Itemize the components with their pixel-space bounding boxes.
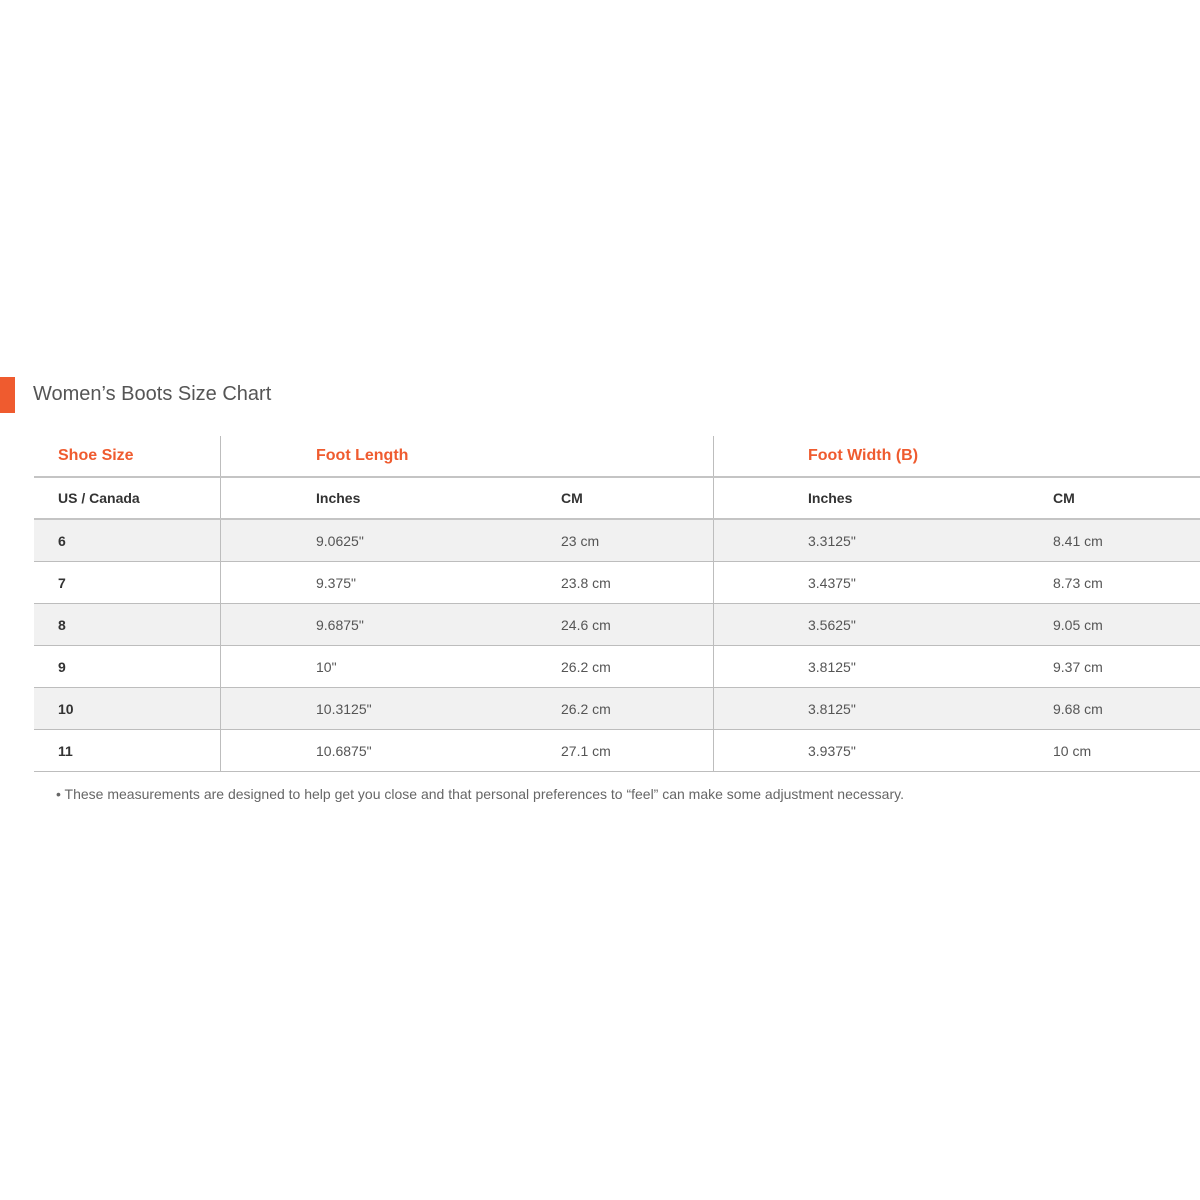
- cell-length-cm: 26.2 cm: [537, 688, 714, 729]
- header-foot-width: Foot Width (B): [808, 447, 919, 464]
- cell-width-cm: 8.73 cm: [1053, 574, 1103, 591]
- cell-size: 11: [34, 730, 221, 771]
- title-accent-bar: [0, 377, 15, 413]
- cell-length-inches: 9.6875": [316, 616, 364, 633]
- cell-width-cm: 9.68 cm: [1053, 700, 1103, 717]
- size-chart-table: Shoe Size Foot Length Foot Width (B) US …: [34, 436, 1200, 772]
- cell-length-inches: 9.0625": [316, 532, 364, 549]
- footnote: • These measurements are designed to hel…: [56, 786, 904, 802]
- subheader-width-inches: Inches: [808, 490, 853, 506]
- subheader-row: US / Canada Inches CM Inches CM: [34, 478, 1200, 520]
- table-row: 7 9.375" 23.8 cm 3.4375" 8.73 cm: [34, 562, 1200, 604]
- cell-length-cm: 24.6 cm: [537, 604, 714, 645]
- cell-width-inches: 3.3125": [808, 532, 856, 549]
- table-row: 6 9.0625" 23 cm 3.3125" 8.41 cm: [34, 520, 1200, 562]
- table-row: 10 10.3125" 26.2 cm 3.8125" 9.68 cm: [34, 688, 1200, 730]
- table-row: 9 10" 26.2 cm 3.8125" 9.37 cm: [34, 646, 1200, 688]
- cell-width-cm: 9.05 cm: [1053, 616, 1103, 633]
- subheader-width-cm: CM: [1053, 490, 1075, 506]
- subheader-length-cm: CM: [537, 478, 714, 518]
- cell-length-cm: 23 cm: [537, 520, 714, 561]
- subheader-us-canada: US / Canada: [34, 478, 221, 518]
- cell-length-inches: 10": [316, 658, 337, 675]
- cell-size: 6: [34, 520, 221, 561]
- cell-length-inches: 10.3125": [316, 700, 372, 717]
- cell-width-inches: 3.8125": [808, 658, 856, 675]
- header-foot-length: Foot Length: [221, 436, 714, 476]
- cell-size: 9: [34, 646, 221, 687]
- cell-width-cm: 9.37 cm: [1053, 658, 1103, 675]
- cell-length-cm: 23.8 cm: [537, 562, 714, 603]
- cell-size: 7: [34, 562, 221, 603]
- cell-size: 10: [34, 688, 221, 729]
- cell-width-cm: 8.41 cm: [1053, 532, 1103, 549]
- cell-width-inches: 3.9375": [808, 742, 856, 759]
- cell-width-inches: 3.4375": [808, 574, 856, 591]
- cell-width-inches: 3.8125": [808, 700, 856, 717]
- page-title: Women’s Boots Size Chart: [33, 383, 272, 405]
- cell-length-inches: 9.375": [316, 574, 357, 591]
- group-header-row: Shoe Size Foot Length Foot Width (B): [34, 436, 1200, 478]
- cell-size: 8: [34, 604, 221, 645]
- cell-length-inches: 10.6875": [316, 742, 372, 759]
- cell-width-cm: 10 cm: [1053, 742, 1092, 759]
- table-row: 8 9.6875" 24.6 cm 3.5625" 9.05 cm: [34, 604, 1200, 646]
- cell-length-cm: 27.1 cm: [537, 730, 714, 771]
- header-shoe-size: Shoe Size: [34, 436, 221, 476]
- subheader-length-inches: Inches: [316, 490, 361, 506]
- table-row: 11 10.6875" 27.1 cm 3.9375" 10 cm: [34, 730, 1200, 772]
- cell-length-cm: 26.2 cm: [537, 646, 714, 687]
- cell-width-inches: 3.5625": [808, 616, 856, 633]
